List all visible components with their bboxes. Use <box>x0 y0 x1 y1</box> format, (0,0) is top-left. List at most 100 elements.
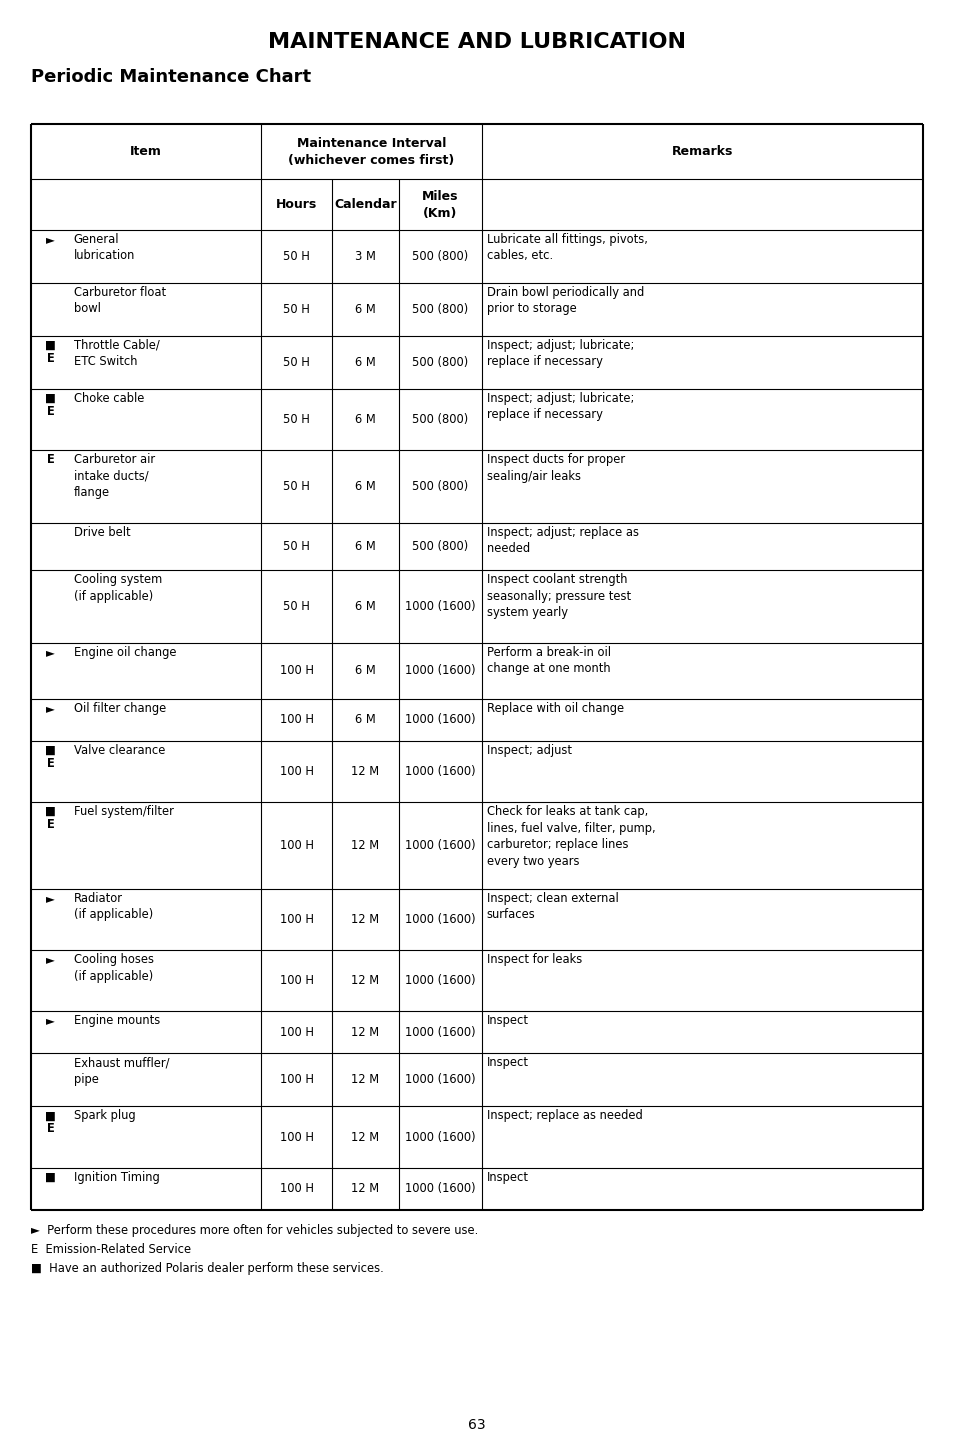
Text: 1000 (1600): 1000 (1600) <box>404 1073 476 1086</box>
Text: Exhaust muffler/
pipe: Exhaust muffler/ pipe <box>73 1057 169 1086</box>
Text: ■: ■ <box>45 1170 56 1184</box>
Text: 12 M: 12 M <box>351 1027 379 1040</box>
Text: 12 M: 12 M <box>351 913 379 926</box>
Text: Drain bowl periodically and
prior to storage: Drain bowl periodically and prior to sto… <box>486 286 643 316</box>
Text: Inspect; replace as needed: Inspect; replace as needed <box>486 1109 642 1122</box>
Text: Engine oil change: Engine oil change <box>73 646 176 659</box>
Text: MAINTENANCE AND LUBRICATION: MAINTENANCE AND LUBRICATION <box>268 32 685 51</box>
Text: 1000 (1600): 1000 (1600) <box>404 1131 476 1144</box>
Text: Cooling hoses
(if applicable): Cooling hoses (if applicable) <box>73 952 153 983</box>
Text: E: E <box>47 352 54 365</box>
Text: Inspect; adjust; lubricate;
replace if necessary: Inspect; adjust; lubricate; replace if n… <box>486 339 634 368</box>
Text: 63: 63 <box>468 1418 485 1432</box>
Text: Inspect: Inspect <box>486 1170 528 1184</box>
Text: Drive belt: Drive belt <box>73 526 130 539</box>
Text: Fuel system/filter: Fuel system/filter <box>73 806 173 819</box>
Text: Inspect; adjust; lubricate;
replace if necessary: Inspect; adjust; lubricate; replace if n… <box>486 391 634 422</box>
Text: 50 H: 50 H <box>283 250 310 263</box>
Text: 6 M: 6 M <box>355 664 375 678</box>
Text: 6 M: 6 M <box>355 356 375 369</box>
Text: 100 H: 100 H <box>279 1131 314 1144</box>
Text: 1000 (1600): 1000 (1600) <box>404 913 476 926</box>
Text: 50 H: 50 H <box>283 601 310 614</box>
Text: Inspect: Inspect <box>486 1015 528 1028</box>
Text: 50 H: 50 H <box>283 480 310 493</box>
Text: Cooling system
(if applicable): Cooling system (if applicable) <box>73 573 162 603</box>
Text: 12 M: 12 M <box>351 1182 379 1195</box>
Text: Inspect for leaks: Inspect for leaks <box>486 952 581 965</box>
Text: 1000 (1600): 1000 (1600) <box>404 664 476 678</box>
Text: 100 H: 100 H <box>279 664 314 678</box>
Text: 12 M: 12 M <box>351 1131 379 1144</box>
Text: 100 H: 100 H <box>279 974 314 987</box>
Text: 6 M: 6 M <box>355 539 375 553</box>
Text: Choke cable: Choke cable <box>73 391 144 404</box>
Text: ►: ► <box>46 1015 55 1028</box>
Text: Inspect ducts for proper
sealing/air leaks: Inspect ducts for proper sealing/air lea… <box>486 454 624 483</box>
Text: Periodic Maintenance Chart: Periodic Maintenance Chart <box>30 67 311 86</box>
Text: ■: ■ <box>45 339 56 352</box>
Text: Calendar: Calendar <box>334 198 396 211</box>
Text: Carburetor float
bowl: Carburetor float bowl <box>73 286 166 316</box>
Text: 6 M: 6 M <box>355 302 375 316</box>
Text: 1000 (1600): 1000 (1600) <box>404 839 476 852</box>
Text: 500 (800): 500 (800) <box>412 480 468 493</box>
Text: E: E <box>47 1122 54 1136</box>
Text: Oil filter change: Oil filter change <box>73 702 166 715</box>
Text: 6 M: 6 M <box>355 714 375 726</box>
Text: ►: ► <box>46 233 55 246</box>
Text: Spark plug: Spark plug <box>73 1109 135 1122</box>
Text: Engine mounts: Engine mounts <box>73 1015 160 1028</box>
Text: 1000 (1600): 1000 (1600) <box>404 974 476 987</box>
Text: 12 M: 12 M <box>351 765 379 778</box>
Text: E: E <box>47 756 54 769</box>
Text: 100 H: 100 H <box>279 1073 314 1086</box>
Text: ►: ► <box>46 952 55 965</box>
Text: ■: ■ <box>45 1109 56 1122</box>
Text: 100 H: 100 H <box>279 913 314 926</box>
Text: 1000 (1600): 1000 (1600) <box>404 714 476 726</box>
Text: Miles
(Km): Miles (Km) <box>421 189 458 220</box>
Text: Inspect; clean external
surfaces: Inspect; clean external surfaces <box>486 891 618 922</box>
Text: ►  Perform these procedures more often for vehicles subjected to severe use.: ► Perform these procedures more often fo… <box>30 1224 477 1237</box>
Text: 500 (800): 500 (800) <box>412 539 468 553</box>
Text: Inspect; adjust: Inspect; adjust <box>486 743 571 756</box>
Text: Replace with oil change: Replace with oil change <box>486 702 623 715</box>
Text: Ignition Timing: Ignition Timing <box>73 1170 159 1184</box>
Text: 500 (800): 500 (800) <box>412 250 468 263</box>
Text: Throttle Cable/
ETC Switch: Throttle Cable/ ETC Switch <box>73 339 159 368</box>
Text: 100 H: 100 H <box>279 765 314 778</box>
Text: 6 M: 6 M <box>355 413 375 426</box>
Text: Perform a break-in oil
change at one month: Perform a break-in oil change at one mon… <box>486 646 610 676</box>
Text: 50 H: 50 H <box>283 539 310 553</box>
Text: Maintenance Interval
(whichever comes first): Maintenance Interval (whichever comes fi… <box>288 137 455 167</box>
Text: 12 M: 12 M <box>351 974 379 987</box>
Text: ►: ► <box>46 891 55 904</box>
Text: 1000 (1600): 1000 (1600) <box>404 765 476 778</box>
Text: 100 H: 100 H <box>279 1182 314 1195</box>
Text: Item: Item <box>130 145 162 158</box>
Text: 6 M: 6 M <box>355 601 375 614</box>
Text: 50 H: 50 H <box>283 413 310 426</box>
Text: Radiator
(if applicable): Radiator (if applicable) <box>73 891 152 922</box>
Text: ■  Have an authorized Polaris dealer perform these services.: ■ Have an authorized Polaris dealer perf… <box>30 1262 383 1275</box>
Text: 500 (800): 500 (800) <box>412 413 468 426</box>
Text: 12 M: 12 M <box>351 839 379 852</box>
Text: 50 H: 50 H <box>283 302 310 316</box>
Text: 1000 (1600): 1000 (1600) <box>404 1027 476 1040</box>
Text: Inspect coolant strength
seasonally; pressure test
system yearly: Inspect coolant strength seasonally; pre… <box>486 573 630 619</box>
Text: E: E <box>47 404 54 417</box>
Text: Remarks: Remarks <box>671 145 733 158</box>
Text: Check for leaks at tank cap,
lines, fuel valve, filter, pump,
carburetor; replac: Check for leaks at tank cap, lines, fuel… <box>486 806 655 868</box>
Text: Hours: Hours <box>275 198 317 211</box>
Text: 100 H: 100 H <box>279 714 314 726</box>
Text: E: E <box>47 454 54 467</box>
Text: 500 (800): 500 (800) <box>412 302 468 316</box>
Text: Valve clearance: Valve clearance <box>73 743 165 756</box>
Text: Carburetor air
intake ducts/
flange: Carburetor air intake ducts/ flange <box>73 454 154 499</box>
Text: ►: ► <box>46 702 55 715</box>
Text: E  Emission-Related Service: E Emission-Related Service <box>30 1243 191 1256</box>
Text: ■: ■ <box>45 806 56 819</box>
Text: ■: ■ <box>45 391 56 404</box>
Text: ►: ► <box>46 646 55 659</box>
